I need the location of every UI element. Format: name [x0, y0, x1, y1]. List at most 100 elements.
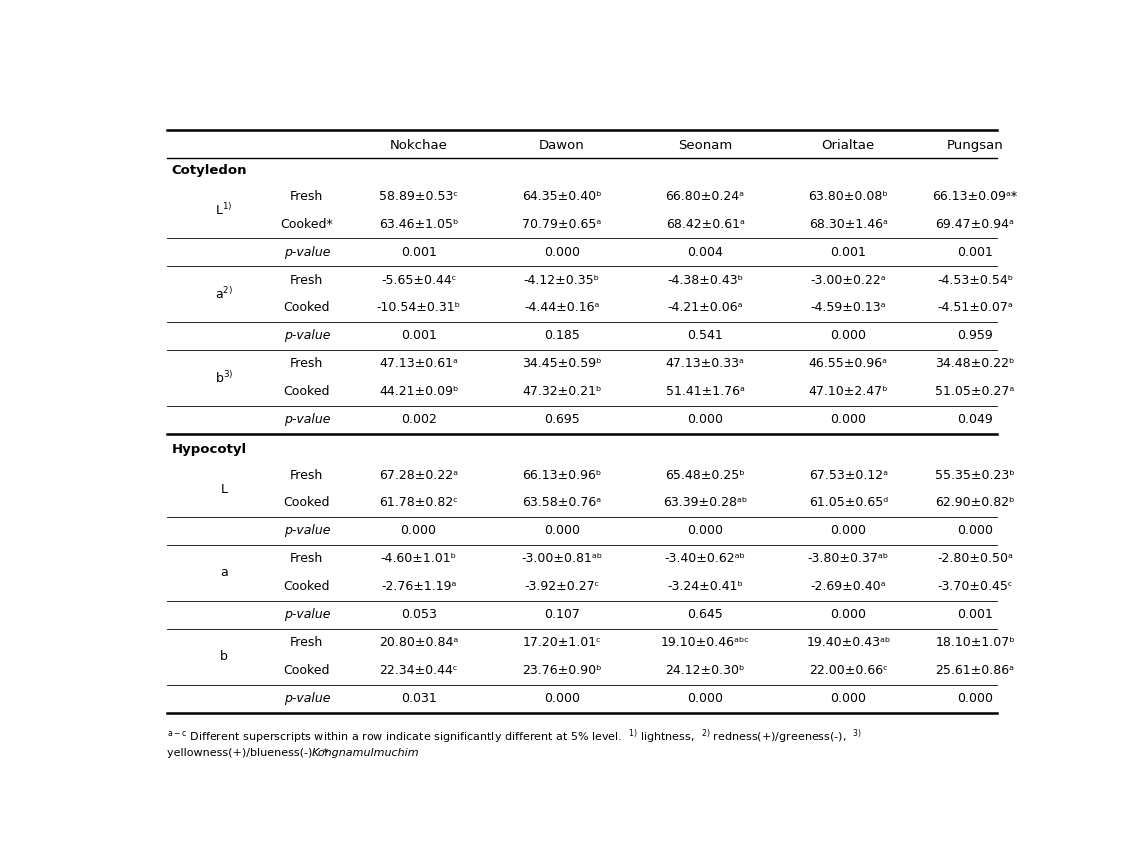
Text: 55.35±0.23ᵇ: 55.35±0.23ᵇ	[935, 468, 1014, 481]
Text: L: L	[221, 482, 228, 496]
Text: 0.002: 0.002	[401, 413, 436, 426]
Text: -4.12±0.35ᵇ: -4.12±0.35ᵇ	[524, 274, 600, 287]
Text: p-value: p-value	[284, 329, 330, 342]
Text: -4.44±0.16ᵃ: -4.44±0.16ᵃ	[524, 302, 600, 314]
Text: 67.53±0.12ᵃ: 67.53±0.12ᵃ	[809, 468, 888, 481]
Text: a$^{2)}$: a$^{2)}$	[215, 286, 233, 302]
Text: 0.049: 0.049	[957, 413, 993, 426]
Text: 0.001: 0.001	[401, 245, 436, 258]
Text: $^{\mathregular{a-c}}$ Different superscripts within a row indicate significantl: $^{\mathregular{a-c}}$ Different supersc…	[167, 727, 862, 746]
Text: 0.001: 0.001	[831, 245, 867, 258]
Text: 0.031: 0.031	[401, 692, 436, 705]
Text: 0.000: 0.000	[831, 608, 867, 621]
Text: 0.695: 0.695	[544, 413, 579, 426]
Text: Cooked: Cooked	[284, 664, 330, 677]
Text: p-value: p-value	[284, 245, 330, 258]
Text: p-value: p-value	[284, 692, 330, 705]
Text: 0.000: 0.000	[400, 524, 436, 537]
Text: p-value: p-value	[284, 608, 330, 621]
Text: 61.78±0.82ᶜ: 61.78±0.82ᶜ	[379, 497, 458, 510]
Text: 63.80±0.08ᵇ: 63.80±0.08ᵇ	[808, 190, 888, 203]
Text: p-value: p-value	[284, 413, 330, 426]
Text: 0.000: 0.000	[544, 524, 580, 537]
Text: 19.40±0.43ᵃᵇ: 19.40±0.43ᵃᵇ	[806, 636, 890, 649]
Text: Fresh: Fresh	[290, 552, 323, 565]
Text: 47.32±0.21ᵇ: 47.32±0.21ᵇ	[522, 385, 602, 398]
Text: Fresh: Fresh	[290, 468, 323, 481]
Text: 66.13±0.09ᵃ*: 66.13±0.09ᵃ*	[932, 190, 1018, 203]
Text: -3.24±0.41ᵇ: -3.24±0.41ᵇ	[667, 581, 743, 594]
Text: 0.000: 0.000	[687, 413, 724, 426]
Text: Cooked: Cooked	[284, 302, 330, 314]
Text: 47.13±0.33ᵃ: 47.13±0.33ᵃ	[666, 358, 745, 371]
Text: Orialtae: Orialtae	[822, 139, 875, 152]
Text: 0.000: 0.000	[831, 692, 867, 705]
Text: 0.053: 0.053	[401, 608, 436, 621]
Text: 51.05±0.27ᵃ: 51.05±0.27ᵃ	[935, 385, 1014, 398]
Text: -3.70±0.45ᶜ: -3.70±0.45ᶜ	[938, 581, 1013, 594]
Text: Fresh: Fresh	[290, 274, 323, 287]
Text: 47.13±0.61ᵃ: 47.13±0.61ᵃ	[379, 358, 458, 371]
Text: 0.000: 0.000	[544, 245, 580, 258]
Text: 19.10±0.46ᵃᵇᶜ: 19.10±0.46ᵃᵇᶜ	[660, 636, 749, 649]
Text: yellowness(+)/blueness(-).  *: yellowness(+)/blueness(-). *	[167, 748, 332, 759]
Text: -4.51±0.07ᵃ: -4.51±0.07ᵃ	[938, 302, 1013, 314]
Text: 66.80±0.24ᵃ: 66.80±0.24ᵃ	[666, 190, 745, 203]
Text: b$^{3)}$: b$^{3)}$	[214, 370, 233, 386]
Text: -10.54±0.31ᵇ: -10.54±0.31ᵇ	[376, 302, 461, 314]
Text: 24.12±0.30ᵇ: 24.12±0.30ᵇ	[665, 664, 745, 677]
Text: Cotyledon: Cotyledon	[171, 164, 247, 177]
Text: -4.59±0.13ᵃ: -4.59±0.13ᵃ	[810, 302, 886, 314]
Text: 23.76±0.90ᵇ: 23.76±0.90ᵇ	[522, 664, 602, 677]
Text: 34.45±0.59ᵇ: 34.45±0.59ᵇ	[522, 358, 602, 371]
Text: -3.00±0.22ᵃ: -3.00±0.22ᵃ	[810, 274, 886, 287]
Text: 0.959: 0.959	[957, 329, 993, 342]
Text: 68.30±1.46ᵃ: 68.30±1.46ᵃ	[809, 218, 888, 231]
Text: -4.21±0.06ᵃ: -4.21±0.06ᵃ	[667, 302, 743, 314]
Text: 68.42±0.61ᵃ: 68.42±0.61ᵃ	[666, 218, 745, 231]
Text: Cooked: Cooked	[284, 497, 330, 510]
Text: 51.41±1.76ᵃ: 51.41±1.76ᵃ	[666, 385, 745, 398]
Text: -3.92±0.27ᶜ: -3.92±0.27ᶜ	[524, 581, 600, 594]
Text: 63.39±0.28ᵃᵇ: 63.39±0.28ᵃᵇ	[663, 497, 747, 510]
Text: Pungsan: Pungsan	[947, 139, 1003, 152]
Text: 47.10±2.47ᵇ: 47.10±2.47ᵇ	[808, 385, 888, 398]
Text: Kongnamulmuchim: Kongnamulmuchim	[312, 748, 419, 759]
Text: -3.40±0.62ᵃᵇ: -3.40±0.62ᵃᵇ	[665, 552, 746, 565]
Text: 0.107: 0.107	[544, 608, 579, 621]
Text: 64.35±0.40ᵇ: 64.35±0.40ᵇ	[522, 190, 602, 203]
Text: 0.000: 0.000	[687, 524, 724, 537]
Text: 0.004: 0.004	[687, 245, 724, 258]
Text: Fresh: Fresh	[290, 358, 323, 371]
Text: 44.21±0.09ᵇ: 44.21±0.09ᵇ	[379, 385, 459, 398]
Text: -4.38±0.43ᵇ: -4.38±0.43ᵇ	[667, 274, 743, 287]
Text: Hypocotyl: Hypocotyl	[171, 442, 247, 455]
Text: Nokchae: Nokchae	[390, 139, 447, 152]
Text: 25.61±0.86ᵃ: 25.61±0.86ᵃ	[935, 664, 1014, 677]
Text: Cooked*: Cooked*	[281, 218, 334, 231]
Text: 17.20±1.01ᶜ: 17.20±1.01ᶜ	[523, 636, 601, 649]
Text: L$^{1)}$: L$^{1)}$	[215, 202, 232, 218]
Text: Cooked: Cooked	[284, 385, 330, 398]
Text: 46.55±0.96ᵃ: 46.55±0.96ᵃ	[809, 358, 888, 371]
Text: 67.28±0.22ᵃ: 67.28±0.22ᵃ	[379, 468, 458, 481]
Text: 58.89±0.53ᶜ: 58.89±0.53ᶜ	[379, 190, 458, 203]
Text: 0.000: 0.000	[831, 413, 867, 426]
Text: 18.10±1.07ᵇ: 18.10±1.07ᵇ	[935, 636, 1014, 649]
Text: -4.60±1.01ᵇ: -4.60±1.01ᵇ	[381, 552, 456, 565]
Text: -4.53±0.54ᵇ: -4.53±0.54ᵇ	[937, 274, 1013, 287]
Text: 0.001: 0.001	[957, 245, 993, 258]
Text: 0.185: 0.185	[544, 329, 579, 342]
Text: p-value: p-value	[284, 524, 330, 537]
Text: 0.000: 0.000	[831, 329, 867, 342]
Text: -2.80±0.50ᵃ: -2.80±0.50ᵃ	[937, 552, 1013, 565]
Text: 0.001: 0.001	[401, 329, 436, 342]
Text: a: a	[220, 566, 228, 580]
Text: Fresh: Fresh	[290, 190, 323, 203]
Text: 63.58±0.76ᵃ: 63.58±0.76ᵃ	[522, 497, 602, 510]
Text: 62.90±0.82ᵇ: 62.90±0.82ᵇ	[935, 497, 1014, 510]
Text: 0.541: 0.541	[687, 329, 724, 342]
Text: b: b	[220, 651, 228, 664]
Text: -2.76±1.19ᵃ: -2.76±1.19ᵃ	[381, 581, 456, 594]
Text: 0.645: 0.645	[687, 608, 724, 621]
